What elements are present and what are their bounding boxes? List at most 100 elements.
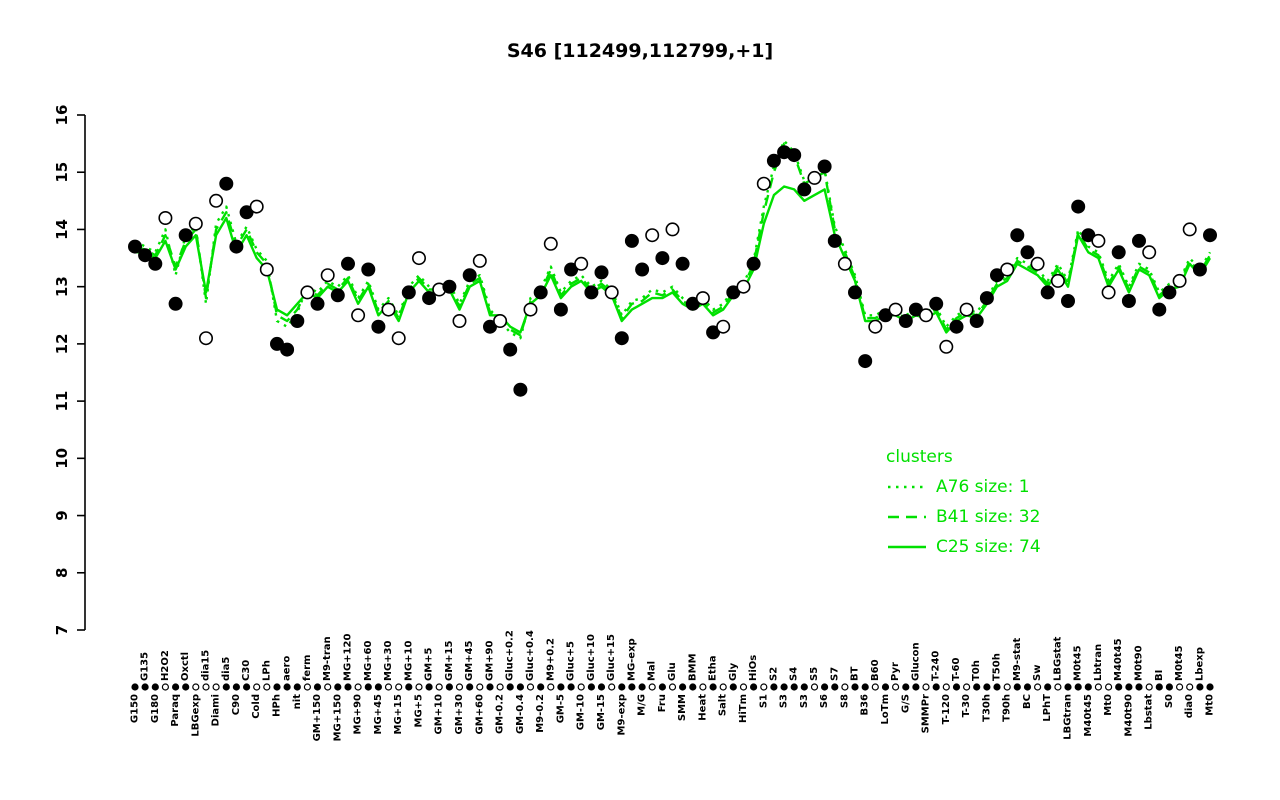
margin-symbol (1094, 683, 1103, 691)
x-axis-label: M9+0.2 (545, 638, 556, 681)
data-point (624, 233, 639, 248)
x-axis-label: MG+120 (342, 634, 353, 681)
x-axis-label: M0t45 (1174, 645, 1185, 681)
cluster-line-b41 (134, 142, 1212, 337)
data-point (1071, 199, 1086, 214)
data-point (695, 291, 710, 306)
x-axis-label: S8 (839, 694, 850, 708)
data-point (979, 291, 994, 306)
x-axis-label: Mal (647, 661, 658, 681)
margin-symbol (780, 683, 788, 691)
x-axis-label: Gluc+5 (566, 641, 577, 681)
margin-symbol (182, 683, 190, 691)
margin-symbol (537, 683, 545, 691)
x-axis-label: Glucon (910, 642, 921, 681)
x-axis-label: Salt (718, 694, 729, 716)
margin-symbol (861, 683, 869, 691)
margin-symbol (1175, 683, 1184, 691)
margin-symbol (405, 683, 413, 691)
data-point (1162, 285, 1177, 300)
data-point (553, 302, 568, 317)
x-axis-label: GM+60 (474, 694, 485, 734)
x-axis-label: S2 (768, 667, 779, 681)
data-point (280, 342, 295, 357)
x-axis-label: T-240 (931, 651, 942, 681)
data-point (766, 153, 781, 168)
x-axis-label: T-120 (941, 694, 952, 724)
x-axis-label: dia0 (1184, 694, 1195, 718)
data-point (1192, 262, 1207, 277)
chart-title: S46 [112499,112799,+1] (507, 40, 773, 62)
margin-symbol (871, 683, 879, 691)
x-axis-label: GM+10 (434, 694, 445, 734)
x-axis-label: Gluc+15 (606, 634, 617, 681)
x-axis-label: G150 (130, 694, 141, 723)
data-point (1020, 245, 1035, 260)
x-axis-label: Paraq (170, 694, 181, 727)
data-point (655, 251, 670, 266)
margin-symbol (608, 683, 616, 691)
x-axis-label: BC (1022, 694, 1033, 709)
x-axis-label: nit (292, 694, 303, 710)
margin-symbol (303, 683, 311, 691)
margin-symbol (141, 683, 149, 691)
margin-symbol (486, 683, 494, 691)
x-axis-label: S4 (789, 667, 800, 681)
data-point (452, 313, 467, 328)
data-point (148, 256, 163, 271)
margin-symbol (1023, 683, 1032, 691)
margin-symbol (253, 683, 261, 691)
data-point (827, 233, 842, 248)
margin-symbol (466, 683, 474, 691)
x-axis-label: Mt0 (1103, 694, 1114, 716)
x-axis-label: S5 (809, 667, 820, 681)
margin-symbol (628, 683, 636, 691)
margin-symbol (577, 683, 585, 691)
x-axis-label: T0h (971, 660, 982, 681)
y-axis-tick-label: 16 (53, 105, 71, 126)
data-point (310, 296, 325, 311)
margin-symbol (1196, 683, 1204, 691)
margin-symbol (1115, 683, 1123, 691)
x-axis-label: T90h (1002, 694, 1013, 722)
x-axis-label: GM+5 (424, 647, 435, 681)
x-axis-label: S3 (779, 694, 790, 708)
x-axis-label: BT (850, 666, 861, 681)
x-axis-label: T50h (992, 653, 1003, 681)
margin-symbol (415, 683, 423, 691)
y-axis-tick-label: 12 (53, 333, 71, 354)
x-axis-label: T-30 (961, 694, 972, 717)
data-point (351, 308, 366, 323)
margin-symbol (932, 683, 940, 691)
margin-symbol (263, 683, 271, 691)
data-point (614, 331, 629, 346)
data-point (472, 253, 487, 268)
data-point (158, 211, 173, 226)
margin-symbol (1155, 683, 1163, 691)
data-point (959, 302, 974, 317)
data-point (1203, 228, 1218, 243)
x-axis-label: Lbstat (1144, 694, 1155, 730)
x-axis-label: BI (1154, 670, 1165, 681)
margin-symbol (983, 683, 991, 691)
data-point (523, 302, 538, 317)
x-axis-label: Mt0 (1205, 694, 1216, 716)
margin-symbol (739, 683, 748, 691)
x-axis-label: GM+15 (444, 641, 455, 681)
data-point (422, 291, 437, 306)
margin-symbol (435, 683, 443, 691)
x-axis-label: Lbtran (1093, 644, 1104, 681)
margin-symbol (202, 683, 210, 691)
data-point (716, 319, 731, 334)
x-axis-label: M9-0.2 (535, 694, 546, 733)
x-axis-label: MG+150 (332, 694, 343, 741)
y-axis-tick-label: 11 (53, 391, 71, 412)
data-point (401, 285, 416, 300)
x-axis-label: GM-10 (576, 694, 587, 730)
margin-symbol (374, 683, 382, 691)
x-axis-label: HiOs (748, 655, 759, 681)
data-point (665, 222, 680, 237)
x-axis-label: M0t45 (1073, 645, 1084, 681)
